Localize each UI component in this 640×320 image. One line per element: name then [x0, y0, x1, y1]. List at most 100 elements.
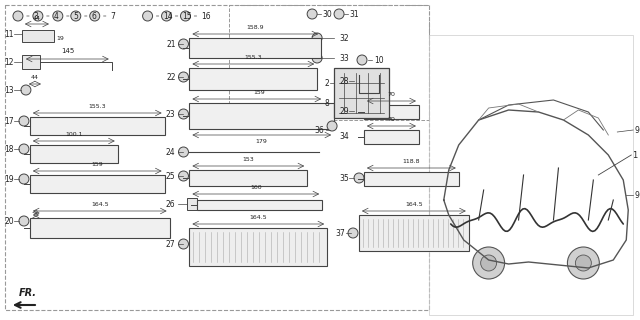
Circle shape: [19, 174, 29, 184]
Circle shape: [13, 11, 23, 21]
Circle shape: [179, 39, 188, 49]
Bar: [189, 103, 334, 129]
Circle shape: [348, 228, 358, 238]
Text: FR.: FR.: [19, 288, 37, 298]
Text: 155.3: 155.3: [88, 104, 106, 109]
Text: 44: 44: [33, 16, 41, 21]
Circle shape: [143, 11, 152, 21]
Circle shape: [568, 247, 599, 279]
Bar: [189, 68, 317, 90]
Bar: [30, 175, 164, 193]
Circle shape: [53, 11, 63, 21]
Text: 12: 12: [4, 58, 14, 67]
Text: 20: 20: [4, 217, 14, 226]
Text: 9: 9: [634, 190, 639, 199]
Bar: [359, 215, 468, 251]
Text: 155.3: 155.3: [244, 55, 262, 60]
Text: 18: 18: [4, 145, 14, 154]
Circle shape: [33, 11, 43, 21]
Circle shape: [473, 247, 504, 279]
Text: 15: 15: [182, 12, 192, 20]
Text: 16: 16: [202, 12, 211, 20]
Text: 28: 28: [340, 76, 349, 85]
Text: 1: 1: [632, 150, 637, 159]
Circle shape: [334, 9, 344, 19]
Text: 70: 70: [387, 92, 396, 97]
Bar: [30, 218, 170, 238]
Bar: [188, 198, 198, 210]
Text: 164.5: 164.5: [405, 202, 422, 207]
Text: 2: 2: [324, 78, 329, 87]
Circle shape: [179, 239, 188, 249]
Text: 164.5: 164.5: [91, 202, 109, 207]
Text: 44: 44: [31, 75, 39, 80]
Text: 37: 37: [335, 228, 345, 237]
Bar: [364, 105, 419, 119]
Text: 7: 7: [111, 12, 116, 20]
Bar: [334, 68, 389, 118]
Text: 26: 26: [166, 199, 175, 209]
Text: 153: 153: [243, 157, 254, 162]
Text: 3: 3: [34, 12, 39, 20]
Text: 8: 8: [324, 99, 329, 108]
Circle shape: [179, 147, 188, 157]
Text: 9: 9: [634, 125, 639, 134]
Text: 17: 17: [4, 116, 14, 125]
Text: 19: 19: [56, 36, 64, 41]
Circle shape: [481, 255, 497, 271]
Bar: [189, 228, 327, 266]
Text: 158.9: 158.9: [246, 25, 264, 30]
Text: 31: 31: [349, 10, 358, 19]
Text: 29: 29: [339, 107, 349, 116]
Bar: [364, 172, 459, 186]
Text: 32: 32: [339, 34, 349, 43]
Circle shape: [354, 76, 364, 86]
Text: 35: 35: [339, 173, 349, 182]
Text: 6: 6: [92, 12, 97, 20]
Text: 27: 27: [166, 239, 175, 249]
Circle shape: [312, 33, 322, 43]
Text: 25: 25: [166, 172, 175, 180]
Text: 34: 34: [339, 132, 349, 140]
Circle shape: [179, 109, 188, 119]
Text: 19: 19: [4, 174, 14, 183]
Bar: [30, 145, 118, 163]
Text: 10: 10: [374, 55, 383, 65]
Text: 24: 24: [166, 148, 175, 156]
Circle shape: [354, 106, 364, 116]
Circle shape: [307, 9, 317, 19]
Circle shape: [161, 11, 172, 21]
Bar: [30, 117, 164, 135]
Circle shape: [90, 11, 100, 21]
Text: 4: 4: [54, 12, 59, 20]
Text: 100.1: 100.1: [65, 132, 83, 137]
Text: 13: 13: [4, 85, 14, 94]
Text: 5: 5: [74, 12, 79, 20]
Bar: [198, 200, 322, 210]
Text: 118.8: 118.8: [403, 159, 420, 164]
Circle shape: [312, 53, 322, 63]
Circle shape: [354, 173, 364, 183]
Circle shape: [179, 171, 188, 181]
Circle shape: [71, 11, 81, 21]
Bar: [22, 30, 54, 42]
Text: 23: 23: [166, 109, 175, 118]
Bar: [189, 38, 321, 58]
Circle shape: [19, 216, 29, 226]
Circle shape: [19, 116, 29, 126]
Circle shape: [19, 144, 29, 154]
Circle shape: [327, 121, 337, 131]
Circle shape: [21, 85, 31, 95]
Text: 30: 30: [322, 10, 332, 19]
Text: 159: 159: [253, 90, 265, 95]
Text: 70: 70: [387, 117, 396, 122]
Text: 14: 14: [164, 12, 173, 20]
Text: 179: 179: [256, 139, 268, 144]
Text: 33: 33: [339, 53, 349, 62]
Text: 164.5: 164.5: [250, 215, 267, 220]
Text: 21: 21: [166, 39, 175, 49]
Text: 160: 160: [250, 185, 262, 190]
Text: 9: 9: [34, 210, 38, 215]
Circle shape: [179, 72, 188, 82]
Bar: [189, 170, 307, 186]
